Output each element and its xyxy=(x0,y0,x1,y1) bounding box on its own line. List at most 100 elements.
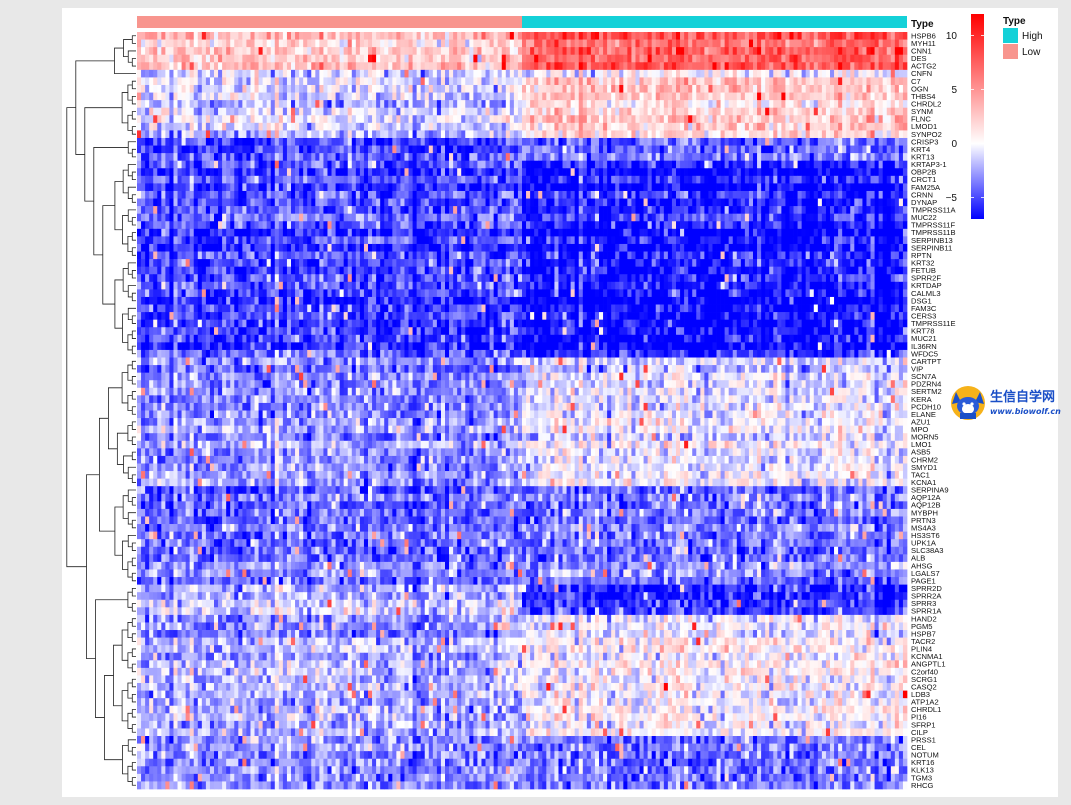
heatmap-cell xyxy=(311,70,315,78)
heatmap-cell xyxy=(854,55,858,63)
heatmap-cell xyxy=(583,85,587,93)
heatmap-cell xyxy=(275,214,279,222)
heatmap-cell xyxy=(303,47,307,55)
heatmap-cell xyxy=(757,93,761,101)
heatmap-cell xyxy=(631,199,635,207)
heatmap-cell xyxy=(822,100,826,108)
heatmap-cell xyxy=(263,100,267,108)
heatmap-cell xyxy=(599,62,603,70)
heatmap-cell xyxy=(186,100,190,108)
heatmap-cell xyxy=(437,77,441,85)
heatmap-cell xyxy=(672,93,676,101)
heatmap-cell xyxy=(810,77,814,85)
heatmap-cell xyxy=(794,70,798,78)
heatmap-cell xyxy=(530,32,534,40)
heatmap-cell xyxy=(449,161,453,169)
heatmap-cell xyxy=(611,55,615,63)
heatmap-cell xyxy=(789,85,793,93)
heatmap-cell xyxy=(664,93,668,101)
heatmap-cell xyxy=(198,123,202,131)
heatmap-cell xyxy=(404,221,408,229)
heatmap-cell xyxy=(883,85,887,93)
heatmap-cell xyxy=(765,40,769,48)
heatmap-cell xyxy=(773,47,777,55)
heatmap-cell xyxy=(137,168,141,176)
heatmap-cell xyxy=(595,130,599,138)
heatmap-cell xyxy=(749,62,753,70)
heatmap-cell xyxy=(696,100,700,108)
heatmap-cell xyxy=(319,191,323,199)
heatmap-cell xyxy=(441,146,445,154)
heatmap-cell xyxy=(696,62,700,70)
heatmap-cell xyxy=(169,85,173,93)
heatmap-cell xyxy=(510,47,514,55)
heatmap-cell xyxy=(190,214,194,222)
heatmap-cell xyxy=(583,214,587,222)
heatmap-cell xyxy=(352,100,356,108)
heatmap-cell xyxy=(461,130,465,138)
heatmap-cell xyxy=(599,153,603,161)
heatmap-cell xyxy=(490,191,494,199)
heatmap-cell xyxy=(437,176,441,184)
heatmap-cell xyxy=(299,130,303,138)
heatmap-cell xyxy=(230,62,234,70)
heatmap-cell xyxy=(550,32,554,40)
heatmap-cell xyxy=(656,47,660,55)
heatmap-cell xyxy=(380,100,384,108)
heatmap-cell xyxy=(198,183,202,191)
heatmap-cell xyxy=(178,123,182,131)
heatmap-cell xyxy=(307,93,311,101)
heatmap-cell xyxy=(554,115,558,123)
heatmap-cell xyxy=(457,183,461,191)
heatmap-cell xyxy=(449,115,453,123)
heatmap-cell xyxy=(664,55,668,63)
heatmap-cell xyxy=(648,199,652,207)
heatmap-cell xyxy=(656,191,660,199)
heatmap-cell xyxy=(550,199,554,207)
heatmap-cell xyxy=(769,221,773,229)
heatmap-cell xyxy=(433,93,437,101)
heatmap-cell xyxy=(441,55,445,63)
heatmap-cell xyxy=(903,153,907,161)
heatmap-cell xyxy=(477,191,481,199)
heatmap-cell xyxy=(571,85,575,93)
heatmap-cell xyxy=(567,183,571,191)
heatmap-cell xyxy=(182,70,186,78)
heatmap-cell xyxy=(640,115,644,123)
heatmap-cell xyxy=(850,85,854,93)
heatmap-cell xyxy=(668,108,672,116)
heatmap-cell xyxy=(522,221,526,229)
heatmap-cell xyxy=(802,183,806,191)
heatmap-cell xyxy=(575,138,579,146)
heatmap-cell xyxy=(323,77,327,85)
heatmap-cell xyxy=(891,40,895,48)
heatmap-cell xyxy=(352,55,356,63)
heatmap-cell xyxy=(721,123,725,131)
heatmap-cell xyxy=(842,55,846,63)
heatmap-cell xyxy=(246,40,250,48)
heatmap-cell xyxy=(717,206,721,214)
heatmap-cell xyxy=(250,47,254,55)
heatmap-cell xyxy=(571,115,575,123)
heatmap-cell xyxy=(283,70,287,78)
heatmap-cell xyxy=(190,100,194,108)
heatmap-cell xyxy=(631,70,635,78)
heatmap-cell xyxy=(534,93,538,101)
heatmap-cell xyxy=(295,176,299,184)
heatmap-cell xyxy=(656,93,660,101)
heatmap-cell xyxy=(267,199,271,207)
heatmap-cell xyxy=(871,191,875,199)
heatmap-cell xyxy=(838,62,842,70)
heatmap-cell xyxy=(530,130,534,138)
heatmap-cell xyxy=(388,77,392,85)
heatmap-cell xyxy=(242,62,246,70)
heatmap-cell xyxy=(765,168,769,176)
heatmap-cell xyxy=(226,47,230,55)
heatmap-cell xyxy=(672,183,676,191)
heatmap-cell xyxy=(773,40,777,48)
heatmap-cell xyxy=(887,206,891,214)
heatmap-cell xyxy=(648,146,652,154)
heatmap-cell xyxy=(153,168,157,176)
heatmap-cell xyxy=(356,100,360,108)
heatmap-cell xyxy=(473,85,477,93)
